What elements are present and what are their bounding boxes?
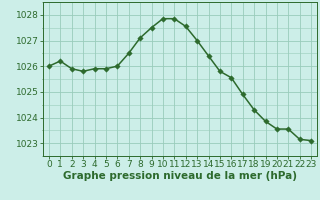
X-axis label: Graphe pression niveau de la mer (hPa): Graphe pression niveau de la mer (hPa) <box>63 171 297 181</box>
